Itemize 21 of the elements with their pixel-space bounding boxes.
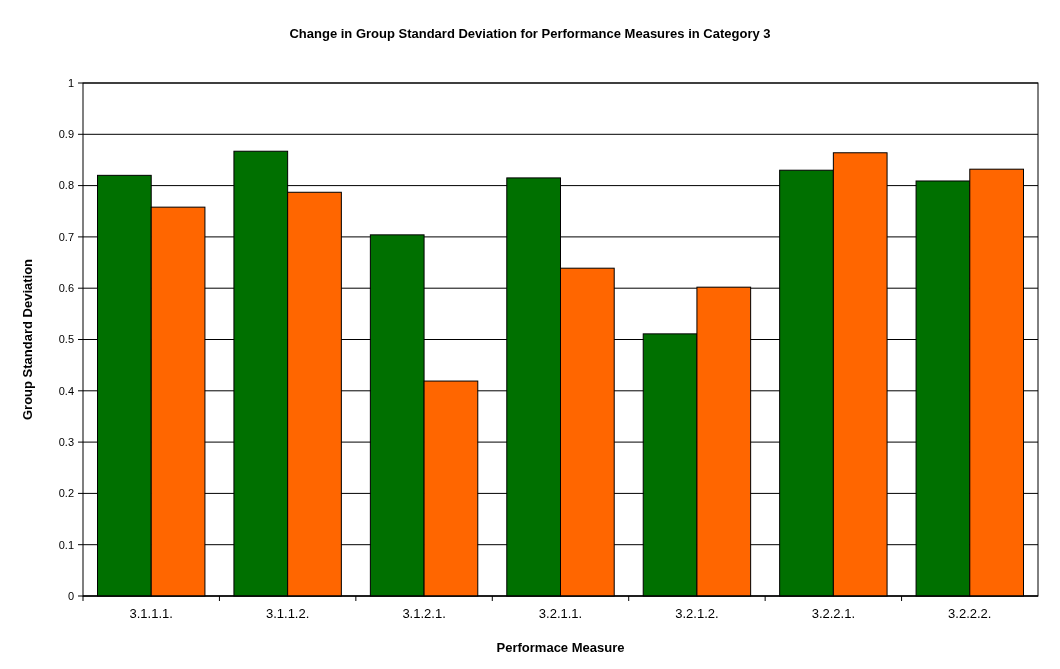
chart-title: Change in Group Standard Deviation for Performance Measures in Category 3 xyxy=(289,26,771,41)
x-tick-label: 3.2.1.1. xyxy=(538,606,583,621)
y-tick-label: 0.5 xyxy=(58,333,74,346)
x-tick-label: 3.1.2.1. xyxy=(402,606,446,621)
x-tick-label: 3.2.2.1. xyxy=(811,606,856,621)
y-tick-label: 0.6 xyxy=(58,282,74,295)
y-tick-label: 0.8 xyxy=(58,179,74,192)
y-tick-label: 0 xyxy=(67,589,74,602)
y-tick-label: 0.1 xyxy=(58,538,74,551)
x-tick-label: 3.2.2.2. xyxy=(948,606,992,621)
y-tick-label: 0.3 xyxy=(58,435,74,448)
y-tick-label: 0.4 xyxy=(58,384,74,397)
x-tick-label: 3.1.1.1. xyxy=(129,606,173,621)
x-tick-label: 3.1.1.2. xyxy=(265,606,310,621)
x-tick-label: 3.2.1.2. xyxy=(675,606,719,621)
y-tick-label: 0.9 xyxy=(58,128,74,141)
x-axis-title: Performace Measure xyxy=(496,640,625,655)
y-tick-label: 1 xyxy=(67,76,74,89)
y-tick-label: 0.7 xyxy=(58,230,74,243)
y-tick-label: 0.2 xyxy=(58,487,74,500)
y-axis-title: Group Standard Deviation xyxy=(20,258,35,421)
